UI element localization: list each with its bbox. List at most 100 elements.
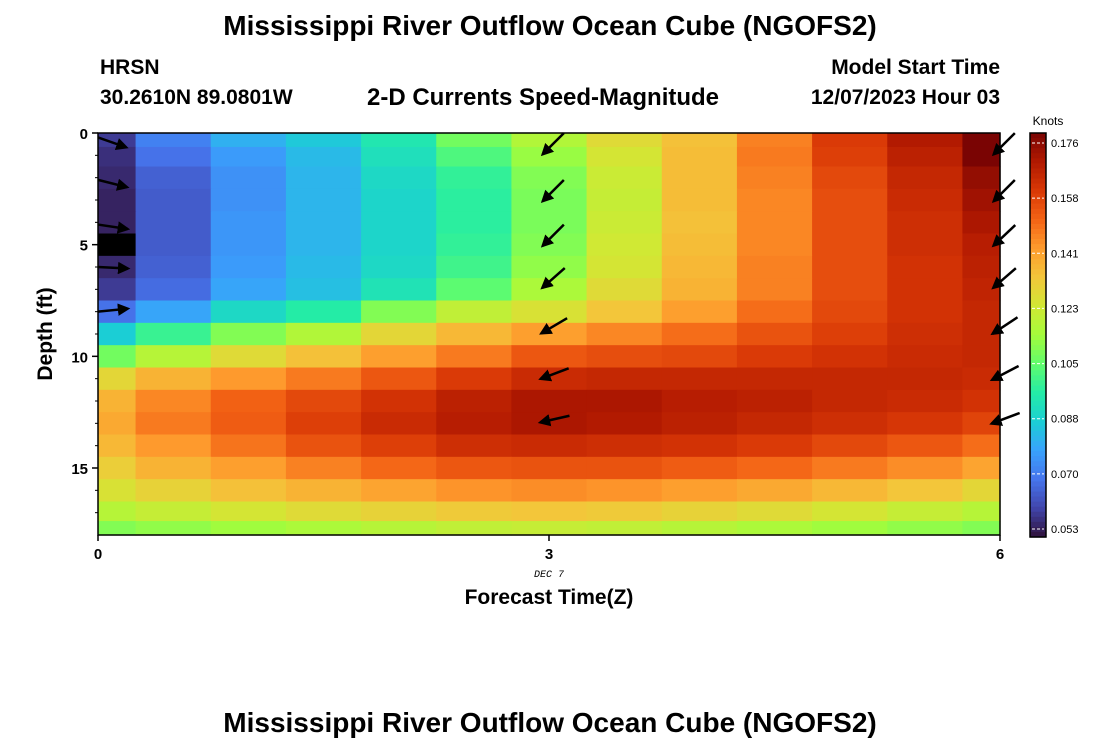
heatmap-cell (361, 166, 437, 190)
colorbar-segment (1030, 405, 1046, 412)
heatmap-cell (511, 501, 588, 522)
station-coordinates: 30.2610N 89.0801W (100, 86, 293, 109)
heatmap-cell (887, 412, 964, 436)
colorbar-segment (1030, 441, 1046, 447)
heatmap-cell (511, 412, 588, 436)
heatmap-cell (812, 501, 888, 522)
colorbar-segment (1030, 133, 1046, 139)
heatmap-cell (511, 146, 588, 168)
heatmap-cell (285, 278, 362, 302)
colorbar-segment (1030, 526, 1046, 533)
heatmap-cell (210, 233, 287, 257)
y-tick-label: 0 (80, 126, 88, 143)
heatmap-cell (98, 367, 137, 391)
current-vector-arrow (991, 179, 1016, 203)
heatmap-cell (511, 300, 588, 324)
heatmap-cell (511, 434, 588, 458)
heatmap-cell (361, 479, 437, 503)
colorbar-segment (1030, 228, 1046, 235)
colorbar-segment (1030, 289, 1046, 296)
current-vector-arrow (97, 178, 130, 191)
colorbar-segment (1030, 244, 1046, 250)
y-tick-label: 5 (80, 238, 88, 255)
heatmap-cell (285, 367, 362, 391)
heatmap-cell (361, 255, 437, 279)
heatmap-cell (436, 233, 513, 257)
heatmap-cell (285, 233, 362, 257)
colorbar-segment (1030, 294, 1046, 301)
heatmap-cell (511, 255, 588, 279)
heatmap-cell (361, 367, 437, 391)
heatmap-cell (586, 412, 663, 436)
heatmap-cell (436, 211, 513, 235)
heatmap-cell (511, 322, 588, 346)
colorbar-segment (1030, 370, 1046, 376)
heatmap-cell (361, 322, 437, 346)
heatmap-cell (812, 233, 888, 257)
heatmap-cell (736, 166, 813, 190)
colorbar-segment (1030, 143, 1046, 149)
colorbar-segment (1030, 269, 1046, 275)
heatmap-cell (98, 211, 137, 235)
heatmap-cell (586, 367, 663, 391)
heatmap-cell (586, 434, 663, 458)
colorbar-segment (1030, 284, 1046, 291)
heatmap-cell (511, 278, 588, 302)
heatmap-cell (210, 389, 287, 413)
heatmap-cell (887, 521, 964, 536)
colorbar-tick-label: 0.070 (1051, 469, 1079, 481)
colorbar-segment (1030, 481, 1046, 488)
heatmap-cell (962, 188, 1001, 212)
heatmap-cell (586, 345, 663, 369)
current-vector-arrow (991, 224, 1017, 248)
heatmap-cell (586, 146, 663, 168)
colorbar-segment (1030, 249, 1046, 255)
axes: 0 5 10 15 0 3 6 (71, 126, 1004, 563)
heatmap-cell (98, 412, 137, 436)
colorbar-segment (1030, 158, 1046, 164)
colorbar-segment (1030, 501, 1046, 508)
heatmap-cell (812, 389, 888, 413)
colorbar-segment (1030, 163, 1046, 169)
heatmap-cell (736, 133, 813, 148)
heatmap-cell (812, 434, 888, 458)
colorbar-segment (1030, 279, 1046, 286)
heatmap-cell (736, 255, 813, 279)
current-vector-arrow (97, 221, 131, 234)
heatmap-cell (511, 456, 588, 480)
heatmap-cell (736, 501, 813, 522)
heatmap-cell (736, 434, 813, 458)
heatmap-cell (135, 521, 212, 536)
heatmap-cell (586, 501, 663, 522)
heatmap-cell (511, 389, 588, 413)
heatmap-cell (511, 133, 588, 148)
current-vector-arrow (989, 364, 1020, 382)
current-vector-arrow (97, 303, 131, 316)
current-vector-arrow (991, 132, 1016, 157)
colorbar-segment (1030, 365, 1046, 371)
heatmap-cell (135, 211, 212, 235)
heatmap-cell (98, 322, 137, 346)
heatmap-cell (98, 389, 137, 413)
colorbar-segment (1030, 506, 1046, 513)
colorbar-segment (1030, 329, 1046, 336)
heatmap-cell (661, 133, 738, 148)
heatmap-cell (436, 479, 513, 503)
heatmap-cell (135, 133, 212, 148)
heatmap-cell (285, 456, 362, 480)
heatmap-cell (210, 211, 287, 235)
heatmap-cell (361, 345, 437, 369)
colorbar-tick-label: 0.176 (1051, 138, 1079, 150)
heatmap-cell (285, 322, 362, 346)
colorbar-segment (1030, 208, 1046, 215)
current-vector-arrow (991, 267, 1017, 290)
heatmap-cell (812, 300, 888, 324)
heatmap-cell (285, 412, 362, 436)
heatmap-cell (361, 133, 437, 148)
heatmap-cell (812, 322, 888, 346)
heatmap-cell (661, 521, 738, 536)
heatmap-cell (436, 389, 513, 413)
y-tick-label: 15 (71, 461, 88, 478)
heatmap-cell (361, 456, 437, 480)
colorbar-segment (1030, 178, 1046, 185)
